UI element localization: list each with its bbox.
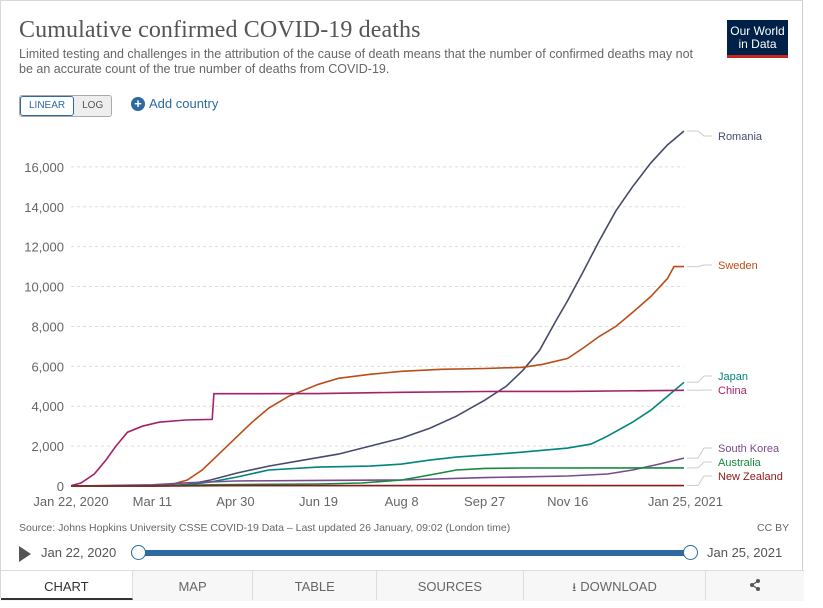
series-leader-line xyxy=(687,264,712,268)
series-leader-line xyxy=(687,461,712,469)
series-label: Sweden xyxy=(718,260,758,272)
y-tick-label: 6,000 xyxy=(31,359,64,374)
license-link[interactable]: CC BY xyxy=(757,522,790,534)
tab-map[interactable]: MAP xyxy=(133,571,254,600)
chart-title: Cumulative confirmed COVID-19 deaths xyxy=(19,17,421,43)
logo-line-1: Our World xyxy=(730,24,785,38)
tab-table[interactable]: TABLE xyxy=(253,571,378,600)
logo-line-2: in Data xyxy=(738,37,777,51)
download-label: DOWNLOAD xyxy=(580,579,657,594)
y-tick-label: 10,000 xyxy=(24,280,64,295)
timeline-start-label: Jan 22, 2020 xyxy=(41,545,117,560)
tab-chart[interactable]: CHART xyxy=(1,571,133,600)
series-line xyxy=(70,381,685,487)
download-icon: ⭳ xyxy=(572,580,577,594)
add-country-label: Add country xyxy=(149,96,219,111)
y-tick-label: 2,000 xyxy=(31,439,64,454)
add-country-button[interactable]: + Add country xyxy=(131,96,218,111)
plus-circle-icon: + xyxy=(131,96,145,111)
series-line xyxy=(70,467,685,487)
x-tick-label: Sep 27 xyxy=(464,494,505,509)
y-tick-label: 8,000 xyxy=(31,319,64,334)
y-tick-label: 12,000 xyxy=(24,240,64,255)
series-label: New Zealand xyxy=(718,471,783,483)
x-tick-label: Aug 8 xyxy=(385,494,419,509)
tab-download[interactable]: ⭳ DOWNLOAD xyxy=(524,571,707,600)
x-tick-label: Jan 22, 2020 xyxy=(33,494,108,509)
timeline-start-handle[interactable] xyxy=(131,545,146,560)
x-tick-label: Jan 25, 2021 xyxy=(648,494,723,509)
x-tick-label: Apr 30 xyxy=(216,494,254,509)
x-tick-label: Mar 11 xyxy=(133,494,173,509)
series-line xyxy=(71,265,684,487)
share-button[interactable] xyxy=(706,571,804,600)
series-label: Australia xyxy=(718,457,762,469)
x-tick-label: Nov 16 xyxy=(547,494,588,509)
chart-frame: Cumulative confirmed COVID-19 deaths Lim… xyxy=(0,0,804,601)
y-tick-label: 14,000 xyxy=(24,200,64,215)
timeline-end-label: Jan 25, 2021 xyxy=(707,545,783,560)
series-label: Japan xyxy=(718,371,748,383)
y-tick-label: 0 xyxy=(57,479,64,494)
x-tick-label: Jun 19 xyxy=(299,494,338,509)
linear-scale-button[interactable]: LINEAR xyxy=(20,96,75,116)
series-leader-line xyxy=(687,475,712,487)
series-label: China xyxy=(718,385,748,397)
series-leader-line xyxy=(687,130,712,137)
log-scale-button[interactable]: LOG xyxy=(74,96,112,116)
series-line xyxy=(71,484,685,487)
series-line xyxy=(70,457,685,487)
series-line xyxy=(70,389,685,487)
tab-sources[interactable]: SOURCES xyxy=(377,571,524,600)
series-label: Romania xyxy=(718,131,763,143)
tab-bar: CHART MAP TABLE SOURCES ⭳ DOWNLOAD xyxy=(1,570,804,601)
line-chart: 0 2,000 4,000 6,000 8,000 10,000 12,000 14,000 1… xyxy=(24,130,783,509)
owid-logo[interactable]: Our World in Data xyxy=(727,20,788,58)
series-leader-line xyxy=(687,375,712,383)
y-tick-label: 16,000 xyxy=(24,160,64,175)
scale-toggle: LINEAR LOG xyxy=(19,95,113,117)
timeline-track[interactable] xyxy=(139,550,691,556)
source-note: Source: Johns Hopkins University CSSE CO… xyxy=(19,522,511,534)
chart-subtitle: Limited testing and challenges in the at… xyxy=(19,47,694,76)
series-line xyxy=(71,130,685,487)
series-leader-line xyxy=(687,447,712,459)
timeline-end-handle[interactable] xyxy=(683,545,698,560)
series-label: South Korea xyxy=(718,443,780,455)
share-icon xyxy=(750,579,761,591)
timeline: Jan 22, 2020 Jan 25, 2021 xyxy=(19,544,791,564)
y-tick-label: 4,000 xyxy=(31,399,64,414)
play-icon[interactable] xyxy=(19,546,31,562)
